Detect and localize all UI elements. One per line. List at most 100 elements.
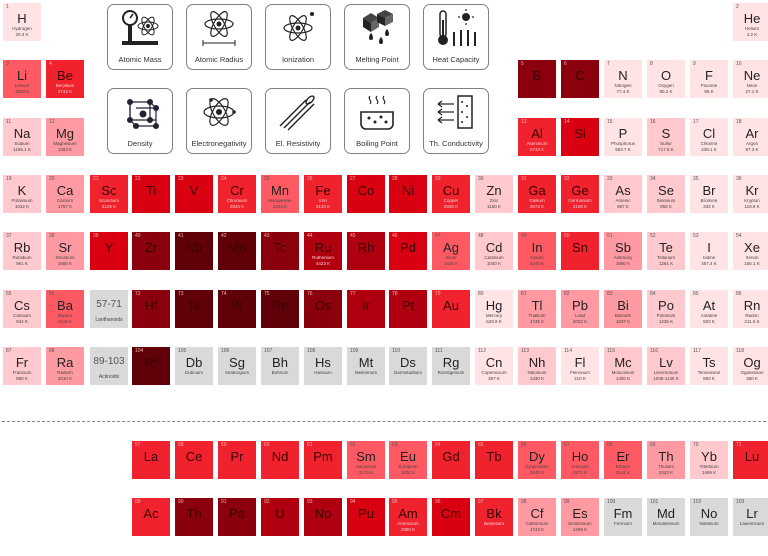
element-bi-83[interactable]: 83 Bi Bismuth 1837 K <box>604 290 642 328</box>
element-rn-86[interactable]: 86 Rn Radon 211.5 K <box>733 290 768 328</box>
element-ti-22[interactable]: 22 Ti <box>132 175 170 213</box>
element-fl-114[interactable]: 114 Fl Flerovium 210 K <box>561 347 599 385</box>
property-button-atomic-radius[interactable]: Atomic Radius <box>186 4 252 70</box>
element-mt-109[interactable]: 109 Mt Meitnerium <box>347 347 385 385</box>
element-fe-26[interactable]: 26 Fe Iron 3134 K <box>304 175 342 213</box>
element-sr-38[interactable]: 38 Sr Strontium 1655 K <box>46 232 84 270</box>
element-pm-61[interactable]: 61 Pm <box>304 441 342 479</box>
element-cl-17[interactable]: 17 Cl Chlorine 239.1 K <box>690 118 728 156</box>
element-w-74[interactable]: 74 W <box>218 290 256 328</box>
element-p-15[interactable]: 15 P Phosphorus 553.7 K <box>604 118 642 156</box>
element-sc-21[interactable]: 21 Sc Scandium 3109 K <box>90 175 128 213</box>
element-k-19[interactable]: 19 K Potassium 1032 K <box>3 175 41 213</box>
element-be-4[interactable]: 4 Be Beryllium 2742 K <box>46 60 84 98</box>
element-rg-111[interactable]: 111 Rg Roentgenium <box>432 347 470 385</box>
element-pa-91[interactable]: 91 Pa <box>218 498 256 536</box>
element-th-69[interactable]: 69 Th Thulium 2223 K <box>647 441 685 479</box>
element-al-13[interactable]: 13 Al Aluminium 2743 K <box>518 118 556 156</box>
element-ds-110[interactable]: 110 Ds Darmstadtium <box>389 347 427 385</box>
element-sn-50[interactable]: 50 Sn <box>561 232 599 270</box>
element-md-101[interactable]: 101 Md Mendelevium <box>647 498 685 536</box>
element-rf-104[interactable]: 104 Rf <box>132 347 170 385</box>
element-u-92[interactable]: 92 U <box>261 498 299 536</box>
element-nh-113[interactable]: 113 Nh Nihonium 1430 K <box>518 347 556 385</box>
element-zn-30[interactable]: 30 Zn Zinc 1180 K <box>475 175 513 213</box>
element-gd-64[interactable]: 64 Gd <box>432 441 470 479</box>
element-rb-37[interactable]: 37 Rb Rubidium 961 K <box>3 232 41 270</box>
element-ba-56[interactable]: 56 Ba Barium 2118 K <box>46 290 84 328</box>
element-cf-98[interactable]: 98 Cf Californium 1743 K <box>518 498 556 536</box>
element-co-27[interactable]: 27 Co <box>347 175 385 213</box>
element-nd-60[interactable]: 60 Nd <box>261 441 299 479</box>
property-button-electronegativity[interactable]: Electronegativity <box>186 88 252 154</box>
element-pu-94[interactable]: 94 Pu <box>347 498 385 536</box>
element-cu-29[interactable]: 29 Cu Copper 2835 K <box>432 175 470 213</box>
element-ga-31[interactable]: 31 Ga Gallium 2673 K <box>518 175 556 213</box>
element-tb-65[interactable]: 65 Tb <box>475 441 513 479</box>
element-bh-107[interactable]: 107 Bh Bohrium <box>261 347 299 385</box>
element-re-75[interactable]: 75 Re <box>261 290 299 328</box>
property-button-th-conductivity[interactable]: Th. Conductivity <box>423 88 489 154</box>
element-sm-62[interactable]: 62 Sm Samarium 2173 K <box>347 441 385 479</box>
lanthanoids-placeholder[interactable]: 57-71 Lanthanoids <box>90 290 128 328</box>
element-mg-12[interactable]: 12 Mg Magnesium 1363 K <box>46 118 84 156</box>
element-ta-73[interactable]: 73 Ta <box>175 290 213 328</box>
element-nb-41[interactable]: 41 Nb <box>175 232 213 270</box>
property-button-density[interactable]: Density <box>107 88 173 154</box>
property-button-melting-point[interactable]: Melting Point <box>344 4 410 70</box>
element-sb-51[interactable]: 51 Sb Antimony 1860 K <box>604 232 642 270</box>
element-br-35[interactable]: 35 Br Bromine 332 K <box>690 175 728 213</box>
element-ac-89[interactable]: 89 Ac <box>132 498 170 536</box>
element-cm-96[interactable]: 96 Cm <box>432 498 470 536</box>
element-es-99[interactable]: 99 Es Einsteinium 1269 K <box>561 498 599 536</box>
element-ir-77[interactable]: 77 Ir <box>347 290 385 328</box>
element-li-3[interactable]: 3 Li Lithium 1603 K <box>3 60 41 98</box>
element-ra-88[interactable]: 88 Ra Radium 2010 K <box>46 347 84 385</box>
element-er-68[interactable]: 68 Er Erbium 3141 K <box>604 441 642 479</box>
element-v-23[interactable]: 23 V <box>175 175 213 213</box>
element-se-34[interactable]: 34 Se Selenium 958 K <box>647 175 685 213</box>
element-he-2[interactable]: 2 He Helium 4.2 K <box>733 3 768 41</box>
element-lu-71[interactable]: 71 Lu <box>733 441 768 479</box>
element-dy-66[interactable]: 66 Dy Dysprosium 2840 K <box>518 441 556 479</box>
element-tc-43[interactable]: 43 Tc <box>261 232 299 270</box>
element-db-105[interactable]: 105 Db Dubnium <box>175 347 213 385</box>
element-rh-45[interactable]: 45 Rh <box>347 232 385 270</box>
element-mo-42[interactable]: 42 Mo <box>218 232 256 270</box>
element-hf-72[interactable]: 72 Hf <box>132 290 170 328</box>
element-pr-59[interactable]: 59 Pr <box>218 441 256 479</box>
element-cn-112[interactable]: 112 Cn Copernicium 357 K <box>475 347 513 385</box>
element-ge-32[interactable]: 32 Ge Germanium 3106 K <box>561 175 599 213</box>
element-tl-81[interactable]: 81 Tl Thallium 1745 K <box>518 290 556 328</box>
element-la-57[interactable]: 57 La <box>132 441 170 479</box>
element-sg-106[interactable]: 106 Sg Seaborgium <box>218 347 256 385</box>
element-th-90[interactable]: 90 Th <box>175 498 213 536</box>
element-ho-67[interactable]: 67 Ho Holmium 2873 K <box>561 441 599 479</box>
element-og-118[interactable]: 118 Og Oganesson 350 K <box>733 347 768 385</box>
element-ar-18[interactable]: 18 Ar Argon 87.3 K <box>733 118 768 156</box>
element-in-49[interactable]: 49 In Indium 2345 K <box>518 232 556 270</box>
element-os-76[interactable]: 76 Os <box>304 290 342 328</box>
element-mn-25[interactable]: 25 Mn Manganese 2334 K <box>261 175 299 213</box>
element-bk-97[interactable]: 97 Bk Berkelium <box>475 498 513 536</box>
element-f-9[interactable]: 9 F Fluorine 85 K <box>690 60 728 98</box>
element-n-7[interactable]: 7 N Nitrogen 77.4 K <box>604 60 642 98</box>
element-ni-28[interactable]: 28 Ni <box>389 175 427 213</box>
element-ru-44[interactable]: 44 Ru Ruthenium 4423 K <box>304 232 342 270</box>
element-fm-100[interactable]: 100 Fm Fermium <box>604 498 642 536</box>
element-hg-80[interactable]: 80 Hg Mercury 629.9 K <box>475 290 513 328</box>
element-no-102[interactable]: 102 No Nobelium <box>690 498 728 536</box>
element-pt-78[interactable]: 78 Pt <box>389 290 427 328</box>
element-ne-10[interactable]: 10 Ne Neon 27.1 K <box>733 60 768 98</box>
element-au-79[interactable]: 79 Au <box>432 290 470 328</box>
element-eu-63[interactable]: 63 Eu Europium 1802 K <box>389 441 427 479</box>
element-si-14[interactable]: 14 Si <box>561 118 599 156</box>
element-ts-117[interactable]: 117 Ts Tennessine 883 K <box>690 347 728 385</box>
element-xe-54[interactable]: 54 Xe Xenon 165.1 K <box>733 232 768 270</box>
element-lr-103[interactable]: 103 Lr Lawrencium <box>733 498 768 536</box>
element-na-11[interactable]: 11 Na Sodium 1156.1 K <box>3 118 41 156</box>
element-cs-55[interactable]: 55 Cs Caesium 944 K <box>3 290 41 328</box>
element-cr-24[interactable]: 24 Cr Chromium 2944 K <box>218 175 256 213</box>
property-button-el-resistivity[interactable]: El. Resistivity <box>265 88 331 154</box>
